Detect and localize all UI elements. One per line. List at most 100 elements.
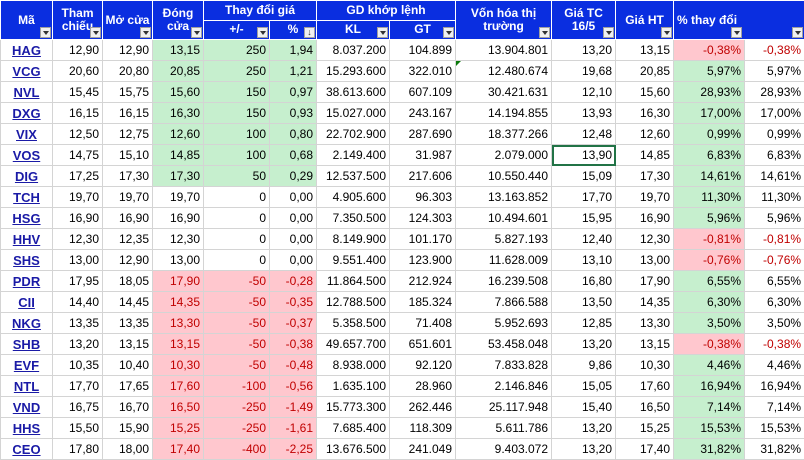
filter-dropdown-icon[interactable] xyxy=(443,27,454,38)
cell-plus-minus[interactable]: -50 xyxy=(204,355,270,376)
cell-percent[interactable]: 0,97 xyxy=(270,82,317,103)
cell-plus-minus[interactable]: -100 xyxy=(204,376,270,397)
cell-percent[interactable]: 0,00 xyxy=(270,187,317,208)
cell-plus-minus[interactable]: -250 xyxy=(204,418,270,439)
stock-code-link[interactable]: NTL xyxy=(1,376,53,397)
stock-code-link[interactable]: DXG xyxy=(1,103,53,124)
cell-plus-minus[interactable]: 50 xyxy=(204,166,270,187)
cell-plus-minus[interactable]: 250 xyxy=(204,61,270,82)
cell-dong-cua[interactable]: 12,30 xyxy=(153,229,204,250)
stock-code-link[interactable]: VND xyxy=(1,397,53,418)
cell-gia-ht[interactable]: 17,40 xyxy=(616,439,674,460)
cell-kl[interactable]: 13.676.500 xyxy=(317,439,390,460)
cell-plus-minus[interactable]: -50 xyxy=(204,271,270,292)
cell-percent[interactable]: -0,35 xyxy=(270,292,317,313)
cell-gt[interactable]: 71.408 xyxy=(390,313,456,334)
cell-mo-cua[interactable]: 18,05 xyxy=(103,271,153,292)
cell-kl[interactable]: 22.702.900 xyxy=(317,124,390,145)
cell-percent[interactable]: -0,38 xyxy=(270,334,317,355)
cell-mo-cua[interactable]: 12,90 xyxy=(103,250,153,271)
cell-pct-thay-doi[interactable]: 28,93% xyxy=(674,82,745,103)
stock-code-link[interactable]: EVF xyxy=(1,355,53,376)
cell-dong-cua[interactable]: 15,25 xyxy=(153,418,204,439)
cell-plus-minus[interactable]: 0 xyxy=(204,208,270,229)
cell-plus-minus[interactable]: 250 xyxy=(204,40,270,61)
cell-von-hoa[interactable]: 5.827.193 xyxy=(456,229,552,250)
cell-mo-cua[interactable]: 16,90 xyxy=(103,208,153,229)
cell-dong-cua[interactable]: 10,30 xyxy=(153,355,204,376)
stock-code-link-text[interactable]: CII xyxy=(18,295,35,310)
stock-code-link-text[interactable]: HAG xyxy=(12,43,41,58)
cell-dong-cua[interactable]: 14,85 xyxy=(153,145,204,166)
cell-dong-cua[interactable]: 13,00 xyxy=(153,250,204,271)
stock-code-link-text[interactable]: VCG xyxy=(12,64,40,79)
cell-tham-chieu[interactable]: 15,50 xyxy=(53,418,103,439)
cell-dong-cua[interactable]: 12,60 xyxy=(153,124,204,145)
cell-gt[interactable]: 287.690 xyxy=(390,124,456,145)
cell-tham-chieu[interactable]: 12,90 xyxy=(53,40,103,61)
col-header-ma[interactable]: Mã xyxy=(1,1,53,40)
cell-gia-tc[interactable]: 12,10 xyxy=(552,82,616,103)
cell-plus-minus[interactable]: -400 xyxy=(204,439,270,460)
cell-pct-thay-doi-2[interactable]: 11,30% xyxy=(745,187,804,208)
cell-pct-thay-doi-2[interactable]: 17,00% xyxy=(745,103,804,124)
cell-gia-tc[interactable]: 13,20 xyxy=(552,439,616,460)
col-header-tham-chieu[interactable]: Tham chiếu xyxy=(53,1,103,40)
cell-kl[interactable]: 12.788.500 xyxy=(317,292,390,313)
stock-code-link-text[interactable]: HHS xyxy=(13,421,40,436)
cell-pct-thay-doi[interactable]: 5,97% xyxy=(674,61,745,82)
cell-dong-cua[interactable]: 16,90 xyxy=(153,208,204,229)
stock-code-link[interactable]: CEO xyxy=(1,439,53,460)
stock-code-link[interactable]: SHB xyxy=(1,334,53,355)
cell-percent[interactable]: 0,29 xyxy=(270,166,317,187)
cell-gia-ht[interactable]: 20,85 xyxy=(616,61,674,82)
cell-dong-cua[interactable]: 20,85 xyxy=(153,61,204,82)
cell-pct-thay-doi-2[interactable]: 31,82% xyxy=(745,439,804,460)
cell-tham-chieu[interactable]: 10,35 xyxy=(53,355,103,376)
stock-code-link-text[interactable]: PDR xyxy=(13,274,40,289)
stock-code-link[interactable]: SHS xyxy=(1,250,53,271)
cell-von-hoa[interactable]: 9.403.072 xyxy=(456,439,552,460)
cell-von-hoa[interactable]: 12.480.674 xyxy=(456,61,552,82)
cell-gt[interactable]: 28.960 xyxy=(390,376,456,397)
stock-code-link[interactable]: DIG xyxy=(1,166,53,187)
cell-von-hoa[interactable]: 7.866.588 xyxy=(456,292,552,313)
cell-tham-chieu[interactable]: 16,15 xyxy=(53,103,103,124)
cell-percent[interactable]: 0,00 xyxy=(270,208,317,229)
cell-gia-tc[interactable]: 15,05 xyxy=(552,376,616,397)
cell-gt[interactable]: 243.167 xyxy=(390,103,456,124)
filter-dropdown-icon[interactable] xyxy=(191,27,202,38)
cell-tham-chieu[interactable]: 15,45 xyxy=(53,82,103,103)
cell-mo-cua[interactable]: 13,15 xyxy=(103,334,153,355)
cell-mo-cua[interactable]: 19,70 xyxy=(103,187,153,208)
cell-plus-minus[interactable]: 100 xyxy=(204,145,270,166)
cell-mo-cua[interactable]: 10,40 xyxy=(103,355,153,376)
cell-kl[interactable]: 7.350.500 xyxy=(317,208,390,229)
cell-gia-ht[interactable]: 12,60 xyxy=(616,124,674,145)
cell-von-hoa[interactable]: 25.117.948 xyxy=(456,397,552,418)
cell-dong-cua[interactable]: 17,90 xyxy=(153,271,204,292)
cell-gia-ht[interactable]: 17,30 xyxy=(616,166,674,187)
stock-code-link[interactable]: HHS xyxy=(1,418,53,439)
col-header-gt[interactable]: GT xyxy=(390,20,456,40)
col-header-plus-minus[interactable]: +/- xyxy=(204,20,270,40)
cell-pct-thay-doi[interactable]: 15,53% xyxy=(674,418,745,439)
cell-pct-thay-doi-2[interactable]: 15,53% xyxy=(745,418,804,439)
stock-code-link-text[interactable]: SHB xyxy=(13,337,40,352)
stock-code-link[interactable]: HHV xyxy=(1,229,53,250)
cell-tham-chieu[interactable]: 17,70 xyxy=(53,376,103,397)
cell-kl[interactable]: 15.293.600 xyxy=(317,61,390,82)
cell-gia-ht[interactable]: 12,30 xyxy=(616,229,674,250)
cell-gia-tc[interactable]: 13,20 xyxy=(552,418,616,439)
cell-gt[interactable]: 322.010 xyxy=(390,61,456,82)
cell-gia-ht[interactable]: 16,30 xyxy=(616,103,674,124)
stock-code-link-text[interactable]: SHS xyxy=(13,253,40,268)
cell-kl[interactable]: 38.613.600 xyxy=(317,82,390,103)
cell-gt[interactable]: 241.049 xyxy=(390,439,456,460)
stock-code-link-text[interactable]: EVF xyxy=(14,358,39,373)
filter-dropdown-icon[interactable] xyxy=(731,27,742,38)
cell-pct-thay-doi-2[interactable]: 7,14% xyxy=(745,397,804,418)
cell-tham-chieu[interactable]: 20,60 xyxy=(53,61,103,82)
stock-code-link-text[interactable]: VOS xyxy=(13,148,40,163)
cell-percent[interactable]: 1,21 xyxy=(270,61,317,82)
